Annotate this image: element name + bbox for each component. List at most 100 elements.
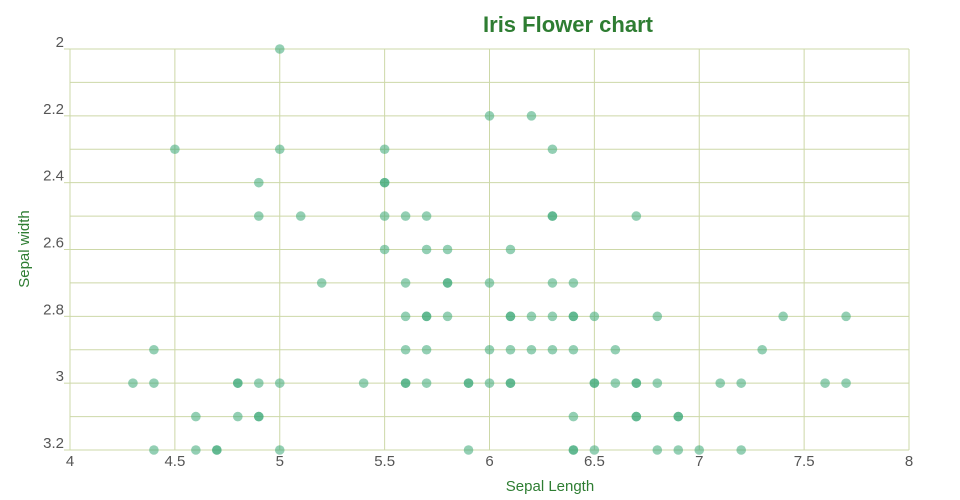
data-point <box>589 445 600 455</box>
data-point <box>400 278 411 288</box>
x-tick-label: 5 <box>276 453 284 470</box>
data-point <box>484 344 495 355</box>
data-point <box>484 378 495 388</box>
data-point <box>128 378 138 388</box>
tick-labels: 4 4.5 5 5.5 6 6.5 7 7.5 8 2 2.2 2.4 2.6 2.8 3 3.2 <box>43 34 913 470</box>
x-axis-label: Sepal Length <box>506 478 594 495</box>
data-point <box>400 211 411 221</box>
data-point <box>421 311 432 322</box>
data-point <box>253 177 264 188</box>
y-tick-label: 3.2 <box>43 435 64 452</box>
data-point <box>463 445 474 455</box>
data-point <box>673 445 684 455</box>
data-point <box>316 278 327 288</box>
data-point <box>379 177 390 188</box>
data-point <box>652 378 663 388</box>
data-point <box>379 211 390 221</box>
data-point <box>421 378 432 388</box>
x-tick-label: 5.5 <box>374 453 395 470</box>
y-tick-label: 2.8 <box>43 301 64 318</box>
x-tick-label: 4 <box>66 453 74 470</box>
y-axis-label: Sepal width <box>16 210 33 288</box>
x-tick-label: 8 <box>905 453 913 470</box>
data-point <box>547 278 558 288</box>
data-point <box>358 378 369 388</box>
data-point <box>505 311 516 322</box>
data-point <box>568 311 579 322</box>
data-point <box>631 211 642 221</box>
data-point <box>379 244 390 255</box>
data-point <box>568 344 579 355</box>
data-point <box>820 378 830 388</box>
y-tick-label: 2.6 <box>43 235 64 252</box>
data-point <box>505 344 516 355</box>
y-tick-label: 2.4 <box>43 168 64 185</box>
data-point <box>421 211 432 221</box>
x-tick-label: 7 <box>695 453 703 470</box>
data-point <box>274 44 285 54</box>
data-point <box>547 344 558 355</box>
data-point <box>442 278 453 288</box>
data-point <box>400 378 411 388</box>
data-point <box>568 278 579 288</box>
data-point <box>610 378 621 388</box>
data-point <box>233 378 243 388</box>
y-tick-label: 2 <box>56 34 64 51</box>
data-point <box>631 378 642 388</box>
data-point <box>149 344 159 355</box>
data-point <box>526 111 537 121</box>
data-point <box>274 445 285 455</box>
data-point <box>149 445 159 455</box>
x-tick-label: 7.5 <box>794 453 815 470</box>
data-point <box>442 244 453 255</box>
data-point <box>526 344 537 355</box>
data-point <box>568 411 579 422</box>
data-point <box>400 344 411 355</box>
data-point <box>274 378 285 388</box>
data-point <box>589 378 600 388</box>
data-point <box>484 278 495 288</box>
data-point <box>253 378 264 388</box>
data-point <box>484 111 495 121</box>
data-point <box>295 211 306 221</box>
data-point <box>652 311 663 322</box>
data-point <box>274 144 285 155</box>
x-tick-label: 6 <box>485 453 493 470</box>
data-point <box>589 311 600 322</box>
y-tick-label: 3 <box>56 368 64 385</box>
data-point <box>841 311 851 322</box>
data-point <box>757 344 767 355</box>
data-point <box>694 445 705 455</box>
data-point <box>736 445 746 455</box>
data-point <box>421 244 432 255</box>
data-point <box>191 445 201 455</box>
data-point <box>547 211 558 221</box>
data-points <box>128 44 851 455</box>
data-point <box>149 378 159 388</box>
data-point <box>526 311 537 322</box>
data-point <box>505 244 516 255</box>
data-point <box>568 445 579 455</box>
data-point <box>170 144 180 155</box>
data-point <box>610 344 621 355</box>
grid-layer <box>64 48 910 451</box>
y-tick-label: 2.2 <box>43 101 64 118</box>
data-point <box>421 344 432 355</box>
data-point <box>631 411 642 422</box>
chart-title: Iris Flower chart <box>483 12 654 37</box>
data-point <box>191 411 201 422</box>
data-point <box>379 144 390 155</box>
data-point <box>547 144 558 155</box>
data-point <box>233 411 243 422</box>
data-point <box>778 311 788 322</box>
data-point <box>253 211 264 221</box>
data-point <box>253 411 264 422</box>
data-point <box>400 311 411 322</box>
data-point <box>505 378 516 388</box>
data-point <box>652 445 663 455</box>
x-tick-label: 4.5 <box>164 453 185 470</box>
data-point <box>673 411 684 422</box>
data-point <box>442 311 453 322</box>
data-point <box>463 378 474 388</box>
